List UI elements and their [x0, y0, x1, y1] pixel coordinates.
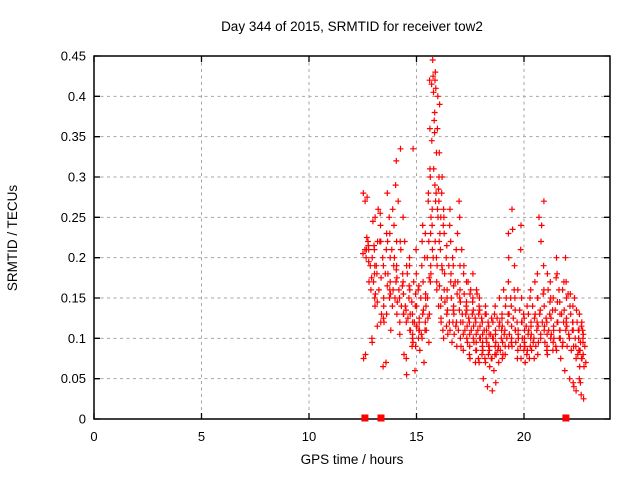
- scatter-points-path: [360, 57, 589, 402]
- plot-border: [93, 55, 611, 420]
- x-tick-label: 5: [198, 429, 205, 444]
- y-tick-label: 0.25: [61, 210, 86, 225]
- grid-lines: [94, 56, 610, 419]
- y-tick-label: 0.4: [68, 89, 86, 104]
- y-tick-label: 0.15: [61, 291, 86, 306]
- y-tick-label: 0: [79, 412, 86, 427]
- y-tick-label: 0.3: [68, 170, 86, 185]
- grid-path: [94, 56, 610, 419]
- y-tick-label: 0.45: [61, 49, 86, 64]
- y-tick-label: 0.35: [61, 129, 86, 144]
- x-tick-label: 15: [409, 429, 423, 444]
- x-tick-label: 20: [517, 429, 531, 444]
- zero-value-marker: [361, 414, 369, 422]
- x-tick-label: 10: [302, 429, 316, 444]
- axis-ticks: [93, 55, 610, 420]
- y-tick-label: 0.05: [61, 371, 86, 386]
- tick-labels: 0 5 10 15 20 0 0.05 0.1 0.15 0.2 0.25 0.3 0.35 0.4 0.4…: [61, 49, 532, 445]
- tick-marks-path: [93, 55, 610, 420]
- zero-value-marker: [562, 414, 570, 422]
- chart-title: Day 344 of 2015, SRMTID for receiver tow…: [221, 19, 483, 34]
- data-points: [360, 57, 589, 422]
- zero-value-marker: [377, 414, 385, 422]
- y-axis-label: SRMTID / TECUs: [5, 185, 20, 292]
- y-tick-label: 0.1: [68, 331, 86, 346]
- y-tick-label: 0.2: [68, 250, 86, 265]
- x-tick-label: 0: [90, 429, 97, 444]
- x-axis-label: GPS time / hours: [301, 452, 404, 467]
